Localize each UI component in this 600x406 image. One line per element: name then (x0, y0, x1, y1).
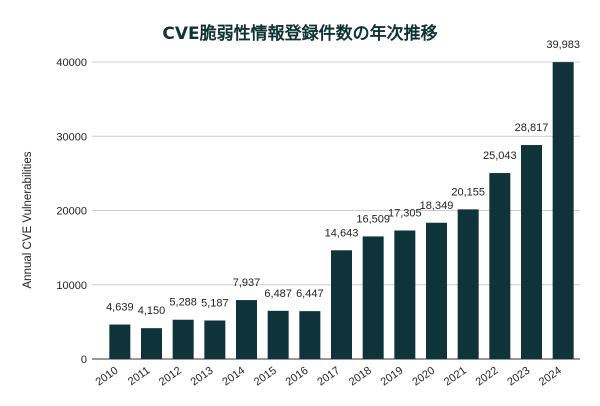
x-axis: 2010 2011 2012 2013 2014 2015 2016 2017 2018 2019… (94, 365, 564, 389)
y-axis-title: Annual CVE Vulnerabilities (22, 151, 34, 288)
x-tick-label: 2014 (220, 365, 247, 389)
bar (552, 62, 574, 360)
data-label: 14,643 (325, 227, 359, 239)
data-label: 18,349 (420, 200, 454, 212)
x-tick-label: 2015 (252, 365, 279, 389)
data-label: 5,187 (201, 297, 229, 309)
data-label: 4,150 (138, 305, 166, 317)
data-label: 25,043 (483, 150, 517, 162)
bars (109, 62, 574, 360)
data-label: 39,983 (546, 39, 580, 51)
x-tick-label: 2024 (537, 365, 564, 389)
x-tick-label: 2020 (410, 365, 437, 389)
data-label: 7,937 (233, 277, 261, 289)
x-tick-label: 2013 (189, 365, 216, 389)
bar (457, 209, 479, 359)
x-tick-label: 2016 (284, 365, 311, 389)
y-tick-label: 40000 (56, 57, 87, 69)
bar (267, 310, 289, 359)
y-tick-label: 10000 (56, 280, 87, 292)
x-tick-label: 2019 (379, 365, 406, 389)
x-tick-label: 2011 (126, 365, 152, 388)
data-label: 16,509 (356, 213, 390, 225)
data-label: 4,639 (106, 302, 134, 314)
x-tick-label: 2023 (505, 365, 532, 389)
bar (521, 145, 542, 359)
x-tick-label: 2018 (347, 365, 374, 389)
data-label: 6,487 (264, 288, 292, 300)
bar (299, 311, 321, 359)
bar (109, 324, 131, 359)
bar (394, 230, 416, 359)
bar (236, 300, 257, 359)
bar (362, 236, 384, 359)
bar (426, 222, 447, 359)
data-label: 5,288 (169, 297, 197, 309)
x-tick-label: 2021 (442, 365, 469, 389)
bar (172, 319, 194, 359)
bar (141, 328, 162, 359)
y-axis: 0 10000 20000 30000 40000 (56, 57, 87, 366)
data-label: 20,155 (451, 186, 485, 198)
y-tick-label: 30000 (56, 131, 87, 143)
y-tick-label: 20000 (56, 206, 87, 218)
x-tick-label: 2012 (157, 365, 184, 389)
x-tick-label: 2022 (474, 365, 501, 389)
bar (204, 320, 226, 359)
bar (489, 173, 511, 359)
bar (331, 250, 352, 359)
data-label: 28,817 (515, 122, 549, 134)
data-label: 6,447 (296, 288, 324, 300)
data-label: 17,305 (388, 208, 422, 220)
y-tick-label: 0 (81, 354, 87, 366)
chart-title: CVE脆弱性情報登録件数の年次推移 (162, 24, 438, 44)
x-tick-label: 2017 (315, 365, 342, 389)
x-tick-label: 2010 (94, 365, 121, 389)
